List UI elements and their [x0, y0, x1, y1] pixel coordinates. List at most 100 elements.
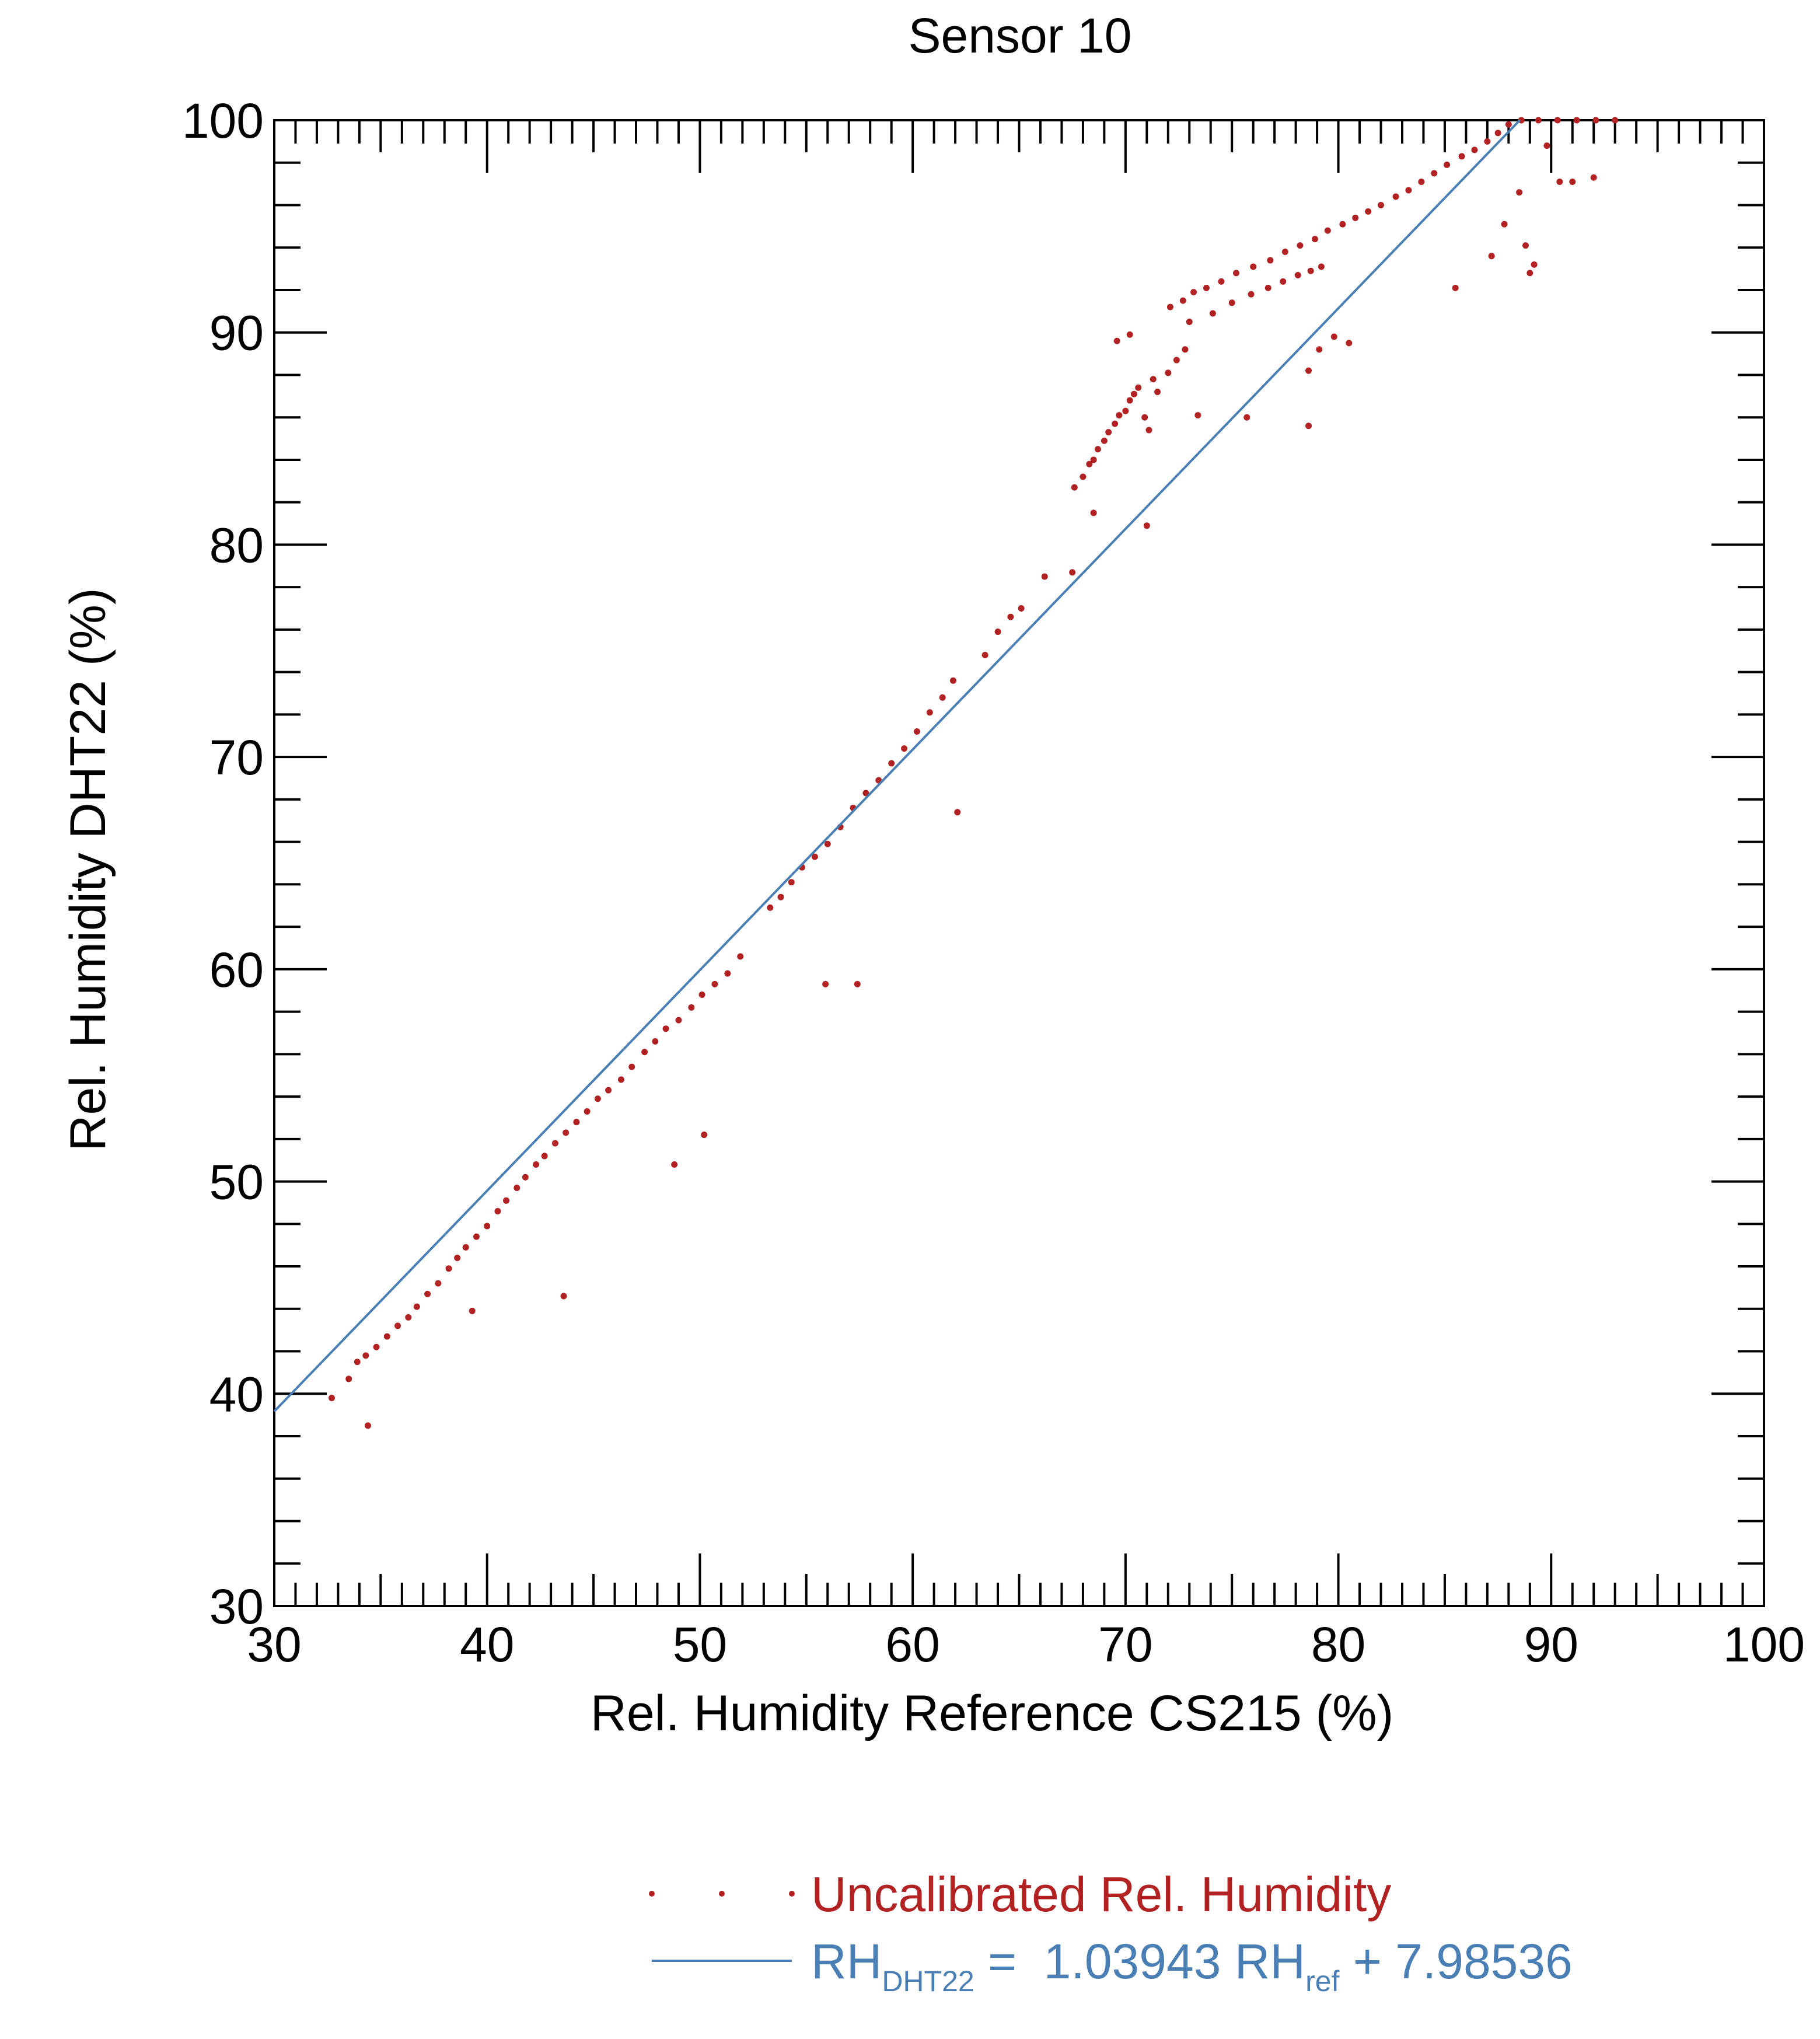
data-point [1392, 193, 1399, 200]
x-tick-label: 60 [885, 1617, 939, 1672]
data-point [1484, 138, 1491, 145]
data-point [1090, 456, 1097, 463]
data-point [854, 980, 861, 987]
data-point [737, 953, 744, 960]
data-point [503, 1197, 510, 1204]
data-point [573, 1119, 580, 1126]
data-point [698, 991, 705, 998]
data-point [1209, 310, 1216, 317]
data-point [1535, 117, 1542, 124]
data-point [1018, 605, 1025, 612]
data-point [901, 745, 908, 752]
data-point [711, 980, 718, 987]
data-point [1452, 284, 1459, 291]
data-point [1418, 178, 1425, 185]
data-point [1105, 429, 1112, 436]
data-point [939, 694, 946, 701]
data-point [1179, 297, 1186, 304]
data-point [1165, 369, 1172, 376]
data-point [1145, 427, 1152, 434]
data-point [724, 970, 731, 977]
data-point [1203, 284, 1210, 291]
data-point [1505, 121, 1512, 128]
data-point [1488, 253, 1495, 260]
legend-dot [649, 1891, 655, 1897]
data-point [1186, 319, 1193, 326]
data-point [1135, 384, 1142, 391]
data-point [1280, 278, 1287, 285]
data-point [405, 1314, 412, 1321]
data-point [445, 1265, 452, 1272]
data-point [1573, 117, 1580, 124]
data-point [1041, 573, 1048, 580]
data-point [522, 1174, 529, 1181]
data-point [435, 1280, 442, 1287]
data-point [364, 1422, 371, 1429]
data-point [1233, 270, 1240, 277]
data-point [1130, 390, 1137, 397]
data-point [1090, 509, 1097, 516]
data-point [484, 1223, 491, 1230]
legend-line-label-tail: + 7.98536 [1339, 1934, 1572, 1989]
data-point [1501, 221, 1508, 228]
data-point [688, 1004, 695, 1011]
data-point [1173, 357, 1180, 364]
data-point [1365, 208, 1372, 215]
legend-dot [719, 1891, 725, 1897]
x-tick-label: 70 [1098, 1617, 1152, 1672]
y-tick-label: 60 [209, 942, 264, 997]
x-tick-labels: 30 40 50 60 70 80 90 100 [247, 1617, 1805, 1672]
data-point [362, 1352, 369, 1359]
data-point [1094, 446, 1101, 453]
data-point [777, 893, 784, 900]
data-point [1494, 130, 1501, 137]
x-tick-label: 30 [247, 1617, 301, 1672]
x-axis-label: Rel. Humidity Reference CS215 (%) [591, 1685, 1394, 1741]
data-point [1154, 389, 1161, 396]
data-point [1194, 412, 1201, 419]
x-tick-label: 40 [460, 1617, 514, 1672]
data-point [494, 1207, 501, 1214]
chart-title: Sensor 10 [909, 8, 1132, 63]
data-point [1330, 333, 1337, 340]
data-point [328, 1395, 335, 1402]
data-point [354, 1359, 361, 1366]
data-point [1612, 117, 1619, 124]
data-point [560, 1293, 567, 1300]
data-point [1297, 242, 1304, 249]
data-point [1143, 522, 1150, 529]
legend: Uncalibrated Rel. Humidity RHDHT22 = 1.0… [649, 1867, 1573, 1998]
data-point [675, 1017, 682, 1024]
data-point [862, 790, 869, 797]
data-point [1305, 423, 1312, 430]
legend-line-label: RHDHT22 = 1.03943 RHref + 7.98536 [811, 1934, 1573, 1998]
data-point [1294, 272, 1301, 279]
data-point [811, 853, 818, 860]
data-point [1116, 412, 1123, 419]
data-point [628, 1063, 635, 1070]
y-axis-label: Rel. Humidity DHT22 (%) [60, 588, 116, 1151]
legend-line-label-eq: = 1.03943 RH [974, 1934, 1305, 1989]
data-point [1101, 437, 1108, 444]
data-point [926, 709, 933, 716]
data-point [1150, 376, 1157, 383]
data-point [1281, 249, 1288, 256]
data-point [1218, 278, 1225, 285]
data-point [641, 1049, 648, 1056]
data-point [1126, 331, 1133, 338]
data-point [888, 760, 895, 767]
data-point [1248, 291, 1255, 298]
data-point [767, 904, 774, 911]
data-point [1378, 201, 1385, 208]
data-point [1182, 346, 1189, 353]
data-point [1543, 142, 1550, 149]
data-point [513, 1184, 521, 1191]
data-point [424, 1290, 431, 1297]
data-point [1554, 117, 1561, 124]
y-tick-label: 50 [209, 1155, 264, 1210]
data-point [662, 1025, 669, 1032]
data-point [1307, 267, 1314, 274]
data-point [701, 1132, 708, 1139]
data-point [1122, 407, 1129, 414]
